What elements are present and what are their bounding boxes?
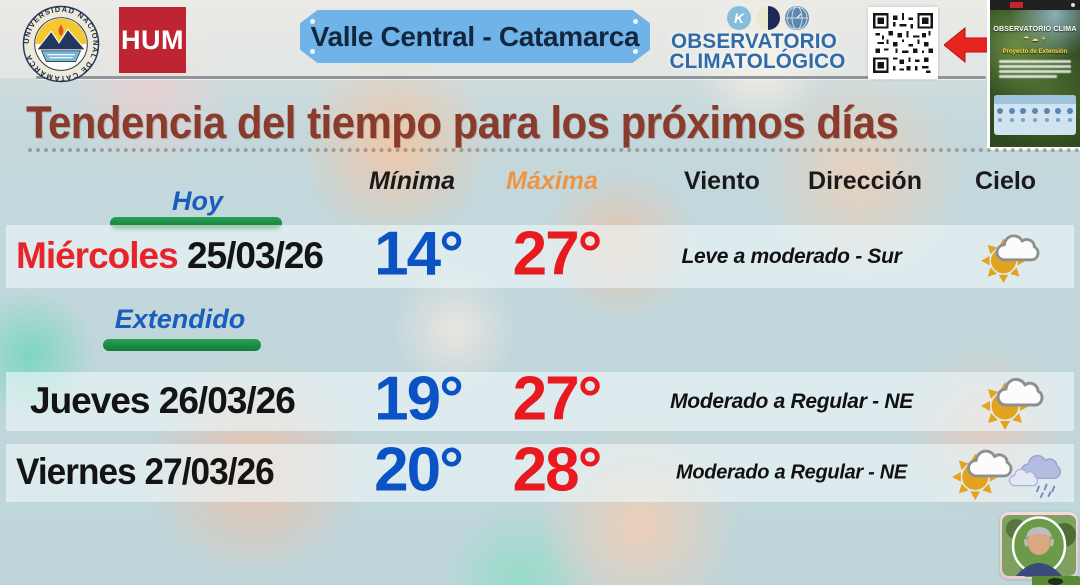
forecast-row-miercoles: Miércoles 25/03/26 14° 27° Leve a modera… <box>6 219 1074 289</box>
title-underline-dots <box>28 148 1080 152</box>
row-date: 26/03/26 <box>158 379 296 421</box>
presenter-webcam-tile <box>1000 512 1078 579</box>
max-temperature: 27° <box>512 219 603 289</box>
sky-cell <box>981 372 1045 432</box>
observatory-logo-icons: K <box>694 6 842 30</box>
promo-subtitle: Proyecto de Extensión <box>1002 49 1068 55</box>
min-temperature: 14° <box>374 219 464 289</box>
svg-text:K: K <box>734 10 745 26</box>
row-date: 27/03/26 <box>144 451 275 493</box>
moon-phase-icon <box>756 6 780 30</box>
presenter-avatar <box>1002 515 1076 577</box>
badge-corner-dot <box>310 19 315 24</box>
column-header-maxima: Máxima <box>506 167 598 195</box>
row-day: Viernes <box>16 451 137 493</box>
min-temperature: 19° <box>374 364 464 434</box>
hum-logo: HUM <box>119 7 186 73</box>
promo-widget-header <box>994 95 1076 104</box>
row-day: Jueves <box>30 379 150 421</box>
row-day-date: Viernes 27/03/26 <box>16 451 275 493</box>
max-temperature: 28° <box>512 435 603 505</box>
min-temperature: 20° <box>374 435 464 505</box>
promo-statusbar <box>990 0 1080 10</box>
section-label-hoy: Hoy <box>171 186 223 216</box>
rain-clouds-icon <box>1008 454 1062 498</box>
promo-widget-icons <box>994 108 1076 114</box>
row-date: 25/03/26 <box>186 234 324 276</box>
promo-weather-emojis: ☂ ☁ ☀ <box>1023 36 1047 43</box>
observatory-k-icon: K <box>727 6 751 30</box>
promo-widget-icons-small <box>994 118 1076 122</box>
forecast-row-viernes: Viernes 27/03/26 20° 28° Moderado a Regu… <box>6 439 1074 502</box>
university-seal-logo: UNIVERSIDAD NACIONAL DE CATAMARCA <box>22 5 100 83</box>
sun-behind-cloud-icon <box>981 233 1040 283</box>
sun-behind-cloud-icon <box>981 377 1044 430</box>
corner-tile-shape <box>1048 578 1063 585</box>
globe-clock-icon <box>785 6 809 30</box>
promo-forecast-widget <box>994 95 1076 135</box>
column-header-minima: Mínima <box>368 167 456 195</box>
corner-video-tile <box>1032 576 1080 585</box>
observatory-name-line1: OBSERVATORIO <box>671 29 837 53</box>
observatory-logo: K OBSERVATORIO CLIMATOLÓGICO <box>666 6 846 73</box>
column-header-viento: Viento <box>684 167 760 195</box>
region-badge: Valle Central - Catamarca <box>300 10 650 63</box>
qr-code-icon <box>871 11 935 75</box>
promo-title: OBSERVATORIO CLIMA <box>993 26 1077 33</box>
promo-video-thumbnail: OBSERVATORIO CLIMA ☂ ☁ ☀ Proyecto de Ext… <box>987 0 1080 150</box>
promo-logo-chip <box>1010 2 1023 8</box>
wind-description: Moderado a Regular - NE <box>670 389 913 413</box>
wind-description: Moderado a Regular - NE <box>676 461 907 484</box>
qr-code <box>868 7 938 79</box>
forecast-row-jueves: Jueves 26/03/26 19° 27° Moderado a Regul… <box>6 368 1074 432</box>
observatory-name-line2: CLIMATOLÓGICO <box>669 49 846 73</box>
extendido-underline <box>103 339 261 351</box>
header-divider <box>36 76 986 79</box>
column-header-cielo: Cielo <box>974 167 1037 195</box>
sky-cell <box>952 444 1066 502</box>
section-label-extendido: Extendido <box>114 304 246 334</box>
sun-behind-cloud-icon <box>952 449 1013 501</box>
promo-text-lines <box>999 60 1071 78</box>
badge-corner-dot <box>633 19 638 24</box>
row-day: Miércoles <box>16 234 179 276</box>
row-day-date: Jueves 26/03/26 <box>30 379 296 422</box>
max-temperature: 27° <box>512 364 603 434</box>
promo-search-icon <box>1071 3 1075 7</box>
column-header-direccion: Dirección <box>808 167 922 195</box>
badge-corner-dot <box>310 49 315 54</box>
sky-cell <box>981 229 1041 285</box>
hum-logo-label: HUM <box>121 24 184 55</box>
badge-corner-dot <box>633 49 638 54</box>
wind-description: Leve a moderado - Sur <box>681 244 902 268</box>
region-badge-label: Valle Central - Catamarca <box>310 20 640 52</box>
row-day-date: Miércoles 25/03/26 <box>16 234 324 277</box>
page-title: Tendencia del tiempo para los próximos d… <box>26 97 899 148</box>
